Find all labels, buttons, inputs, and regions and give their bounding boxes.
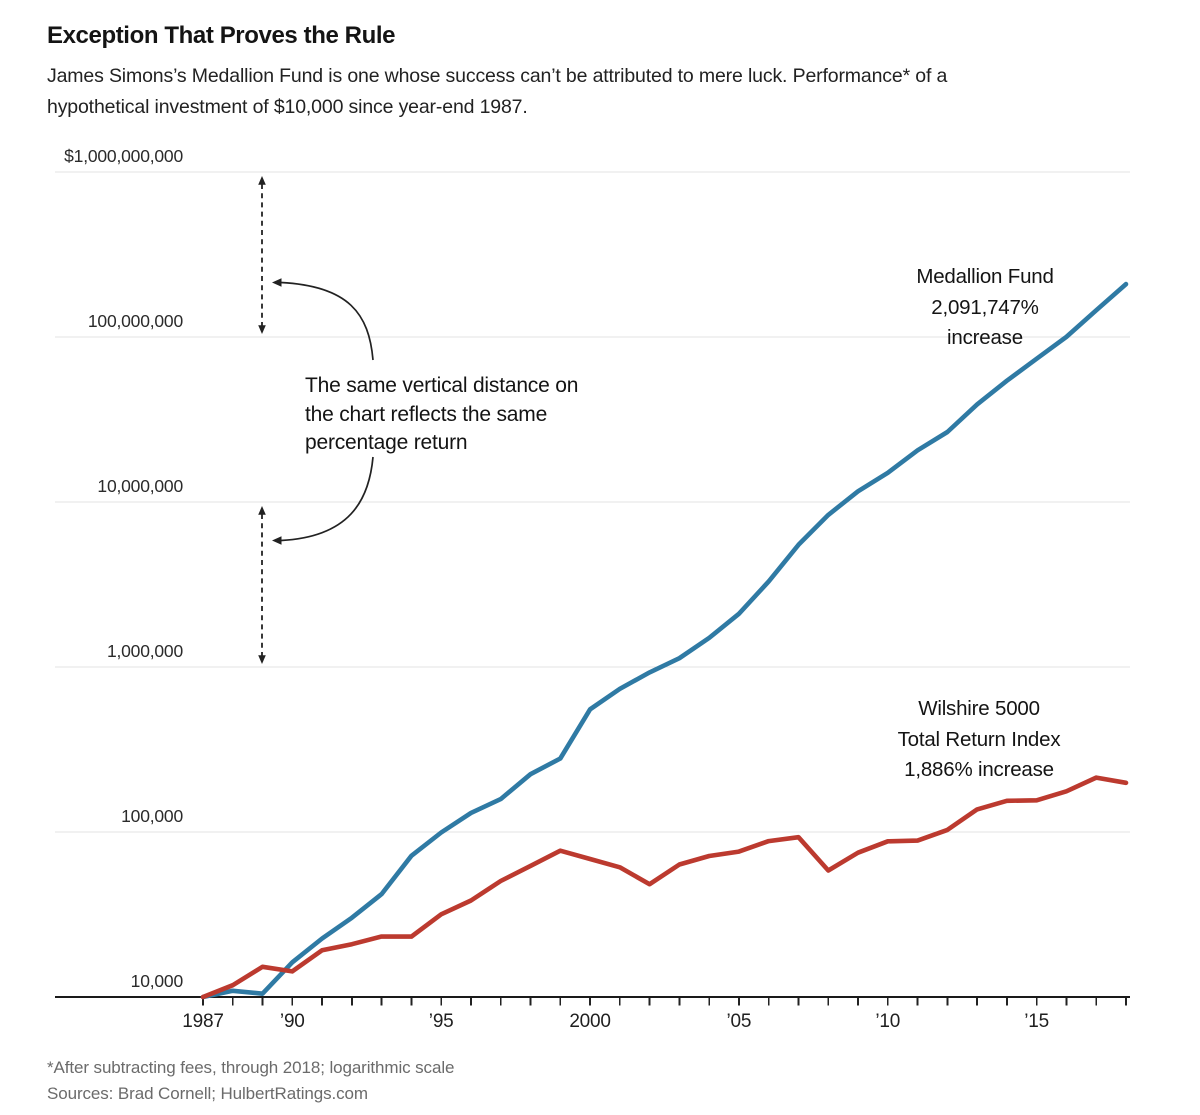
x-axis-tick-label: ’15 (1024, 1011, 1050, 1032)
annotation-pointer-arrows (272, 278, 374, 545)
x-axis-tick-label: 2000 (569, 1011, 611, 1032)
series-line-wilshire-5000-total-return-index (200, 775, 1129, 1000)
annotation-line-3: percentage return (305, 431, 468, 455)
arrowhead-down-icon (258, 655, 266, 664)
chart-subtitle: James Simons’s Medallion Fund is one who… (47, 61, 947, 123)
x-axis-tick-label: ’10 (875, 1011, 901, 1032)
x-axis-tick-label: ’95 (428, 1011, 454, 1032)
arrowhead-left-icon (272, 536, 282, 545)
log-scale-span-arrow-upper (258, 176, 266, 334)
x-axis-tick-label: ’90 (279, 1011, 305, 1032)
sources-line: Sources: Brad Cornell; HulbertRatings.co… (47, 1084, 368, 1103)
curved-arrow-lower (280, 456, 374, 542)
medallion-label-pct: 2,091,747% (931, 295, 1039, 319)
y-axis-tick-label: 10,000,000 (97, 476, 183, 496)
wilshire-series-label: Wilshire 5000 Total Return Index 1,886% … (814, 694, 1144, 786)
x-axis-tick-label: 1987 (182, 1011, 224, 1032)
arrowhead-down-icon (258, 325, 266, 334)
arrowhead-up-icon (258, 176, 266, 185)
chart-title: Exception That Proves the Rule (47, 22, 396, 49)
wilshire-label-pct: 1,886% increase (904, 758, 1054, 782)
log-scale-annotation: The same vertical distance on the chart … (305, 372, 578, 458)
chart-subtitle-line-2: hypothetical investment of $10,000 since… (47, 96, 528, 118)
wilshire-label-name: Wilshire 5000 (918, 697, 1040, 720)
arrowhead-left-icon (272, 278, 282, 287)
log-scale-span-arrow-lower (258, 506, 266, 664)
y-axis-tick-label: 100,000 (121, 806, 183, 826)
annotation-line-2: the chart reflects the same (305, 402, 548, 426)
wilshire-label-index: Total Return Index (897, 727, 1061, 751)
medallion-series-label: Medallion Fund 2,091,747% increase (820, 262, 1150, 354)
y-axis-tick-label: 100,000,000 (87, 311, 183, 331)
y-axis-tick-label: $1,000,000,000 (64, 146, 183, 166)
curved-arrow-upper (280, 281, 374, 361)
chart-subtitle-line-1: James Simons’s Medallion Fund is one who… (47, 65, 948, 87)
medallion-label-increase: increase (947, 326, 1023, 350)
footnote: *After subtracting fees, through 2018; l… (47, 1058, 455, 1077)
annotation-line-1: The same vertical distance on (305, 374, 579, 397)
y-axis-tick-label: 10,000 (130, 971, 184, 991)
y-axis-tick-label: 1,000,000 (106, 641, 183, 661)
arrowhead-up-icon (258, 506, 266, 515)
medallion-label-name: Medallion Fund (916, 265, 1054, 288)
x-axis-tick-label: ’05 (726, 1011, 752, 1032)
series-line-medallion-fund (200, 281, 1129, 1000)
